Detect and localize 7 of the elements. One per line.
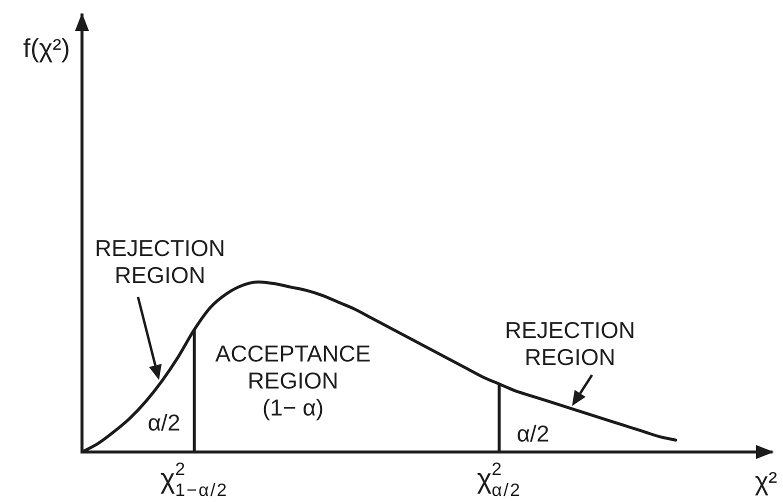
annotation: REJECTION REGION <box>94 235 226 289</box>
annotation: α/2 <box>148 410 180 436</box>
annotation: ACCEPTANCE REGION (1− α) <box>215 340 371 422</box>
annotation: REJECTION REGION <box>504 317 636 371</box>
text: f(χ²) <box>23 33 70 63</box>
x-axis-title: χ² <box>754 466 778 496</box>
annotation: α/2 <box>516 420 550 448</box>
